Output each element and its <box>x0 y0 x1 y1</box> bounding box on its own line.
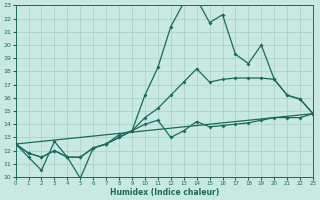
X-axis label: Humidex (Indice chaleur): Humidex (Indice chaleur) <box>110 188 219 197</box>
